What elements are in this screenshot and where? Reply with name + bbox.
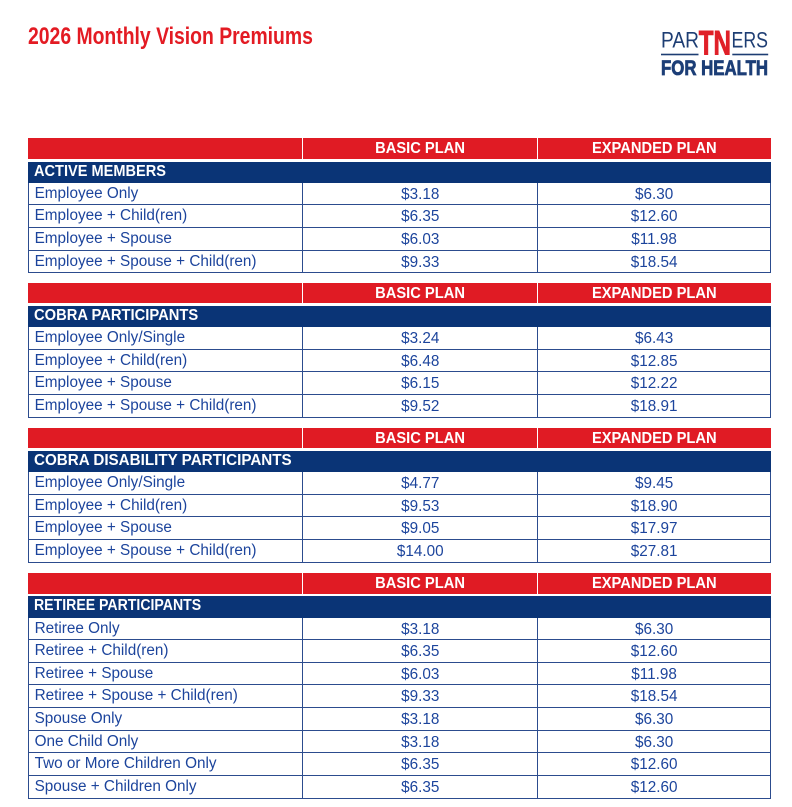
svg-text:FOR HEALTH: FOR HEALTH <box>661 57 768 80</box>
svg-text:PAR: PAR <box>661 27 699 52</box>
svg-text:TN: TN <box>699 25 731 63</box>
svg-text:ERS: ERS <box>732 27 769 52</box>
